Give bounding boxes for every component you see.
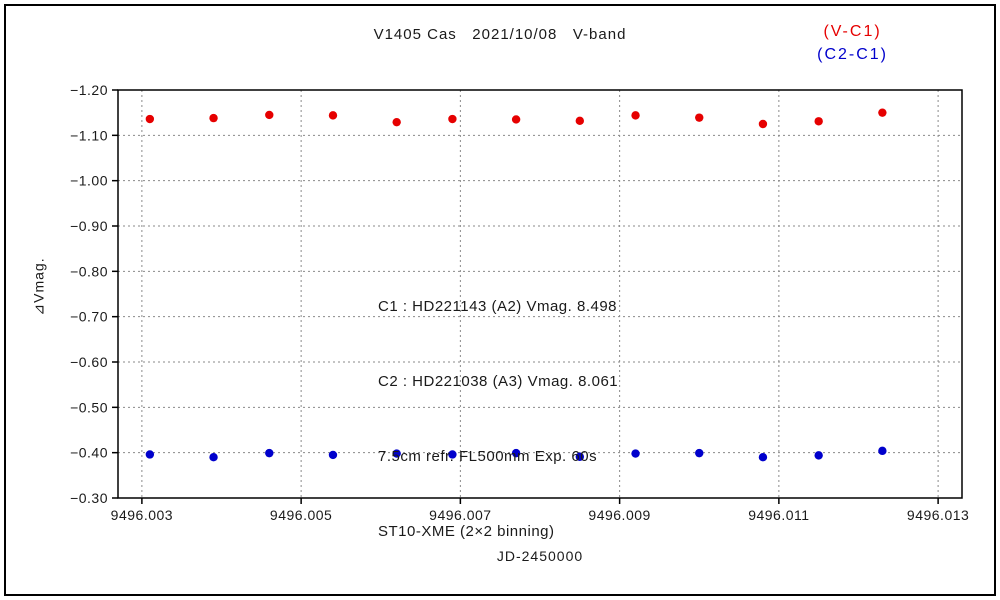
data-point-c2-c1 [878,446,887,456]
y-tick-label: −1.10 [70,127,108,143]
data-point-c2-c1 [695,448,704,458]
annotation-line-c1: C1 : HD221143 (A2) Vmag. 8.498 [378,298,618,315]
y-tick-label: −1.20 [70,82,108,98]
data-point-c2-c1 [814,451,823,460]
data-point-v-c1 [265,110,274,120]
data-point-c2-c1 [448,450,457,459]
y-tick-label: −0.80 [70,263,108,279]
data-point-v-c1 [575,116,585,126]
data-point-v-c1 [209,113,218,123]
x-tick-label: 9496.011 [748,507,809,523]
annotation-line-telescope: 7.5cm refr. FL500mm Exp. 60s [378,448,598,465]
data-point-c2-c1 [392,449,401,458]
data-point-v-c1 [814,117,823,126]
x-tick-label: 9496.005 [270,507,332,523]
x-axis-title: JD-2450000 [496,548,584,564]
data-point-v-c1 [392,117,401,127]
legend: (V-C1) (C2-C1) [817,20,888,66]
data-point-v-c1 [695,113,704,122]
annotation-line-camera: ST10-XME (2×2 binning) [378,523,555,540]
y-tick-label: −0.70 [70,309,108,325]
data-point-c2-c1 [631,449,640,458]
data-point-c2-c1 [265,448,274,458]
data-point-c2-c1 [328,450,338,460]
x-tick-label: 9496.007 [429,507,491,523]
data-point-c2-c1 [209,453,218,462]
data-point-c2-c1 [575,452,585,461]
x-tick-label: 9496.009 [588,507,650,523]
data-point-v-c1 [631,111,640,120]
data-point-c2-c1 [145,450,155,459]
data-point-v-c1 [328,111,338,120]
data-point-v-c1 [758,119,768,129]
data-point-v-c1 [448,114,457,124]
y-tick-label: −0.30 [70,490,108,506]
y-tick-label: −0.50 [70,399,108,415]
x-tick-label: 9496.013 [907,507,969,523]
data-point-v-c1 [511,115,521,124]
annotation-block: C1 : HD221143 (A2) Vmag. 8.498 C2 : HD22… [378,244,618,569]
data-point-c2-c1 [758,453,768,462]
annotation-line-c2: C2 : HD221038 (A3) Vmag. 8.061 [378,373,619,390]
chart-title: V1405 Cas 2021/10/08 V-band [373,26,627,43]
plot-border [117,89,963,499]
data-point-v-c1 [878,108,887,117]
data-point-v-c1 [145,114,155,124]
legend-item-1: (C2-C1) [817,46,888,63]
y-tick-label: −0.40 [70,445,108,461]
data-point-c2-c1 [511,448,521,458]
legend-item-0: (V-C1) [823,23,882,40]
y-tick-label: −0.90 [70,218,108,234]
x-tick-label: 9496.003 [111,507,173,523]
y-tick-label: −0.60 [70,354,108,370]
y-tick-label: −1.00 [70,173,108,189]
